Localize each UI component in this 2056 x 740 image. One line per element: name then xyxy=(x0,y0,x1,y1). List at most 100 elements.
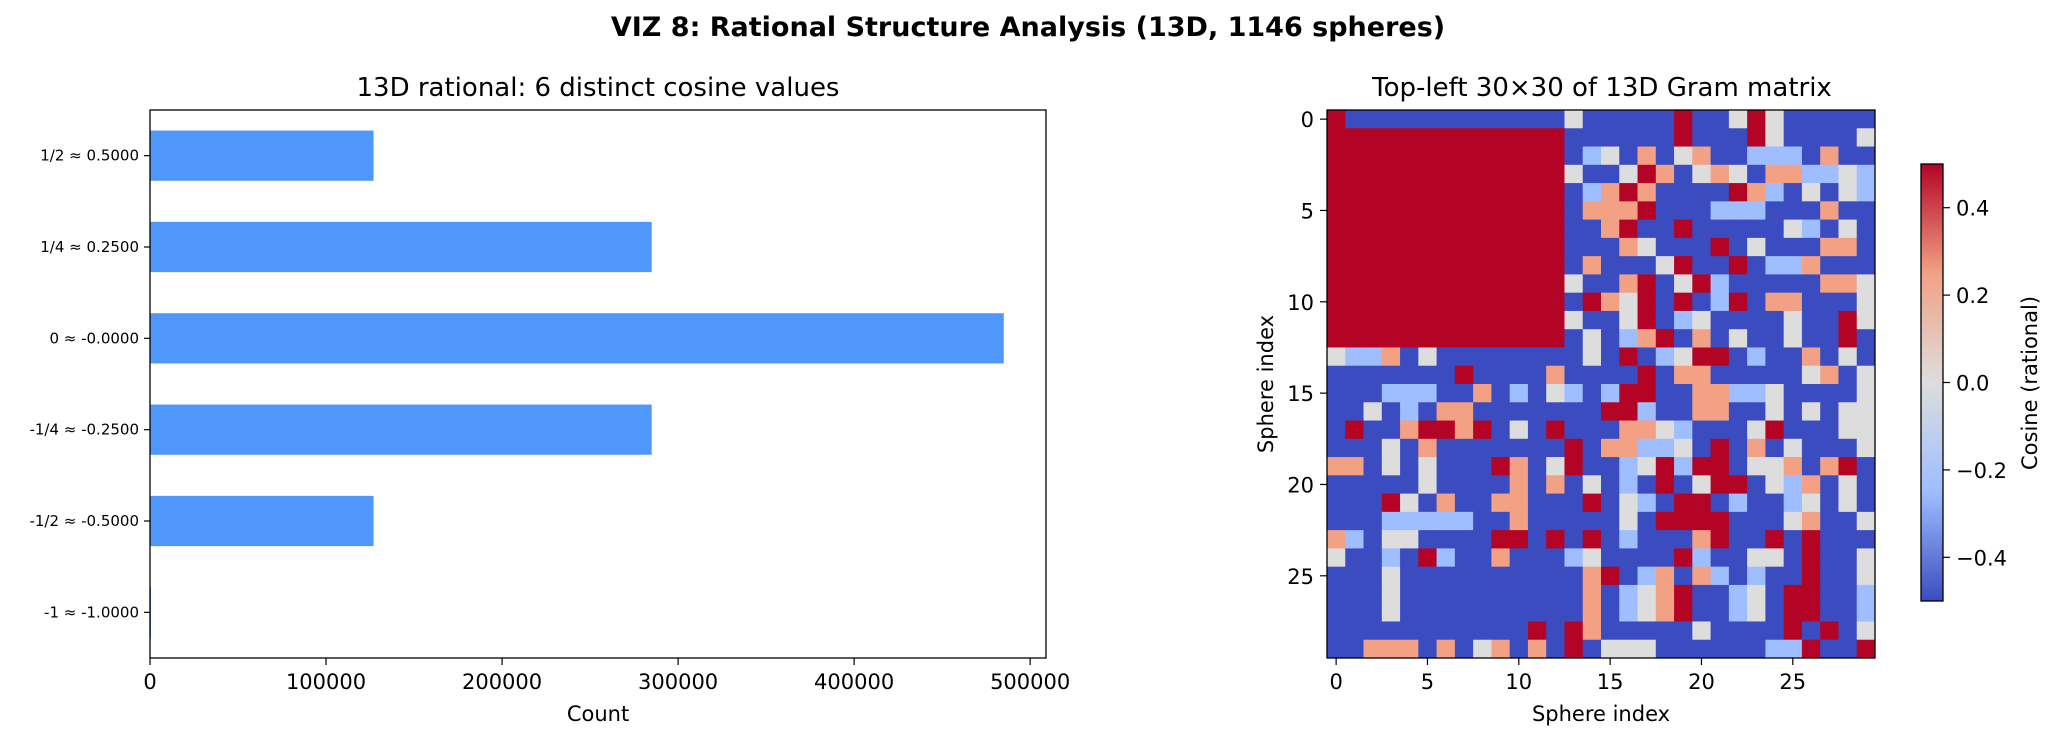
heatmap-cell xyxy=(1783,475,1803,494)
heatmap-cell xyxy=(1400,402,1419,421)
heatmap-cell xyxy=(1801,457,1821,476)
heatmap-cell xyxy=(1820,548,1839,568)
heatmap-cell xyxy=(1601,420,1620,440)
heatmap-cell xyxy=(1381,164,1401,184)
heatmap-cell xyxy=(1564,128,1584,147)
heatmap-cell xyxy=(1454,548,1474,568)
heatmap-cell xyxy=(1546,566,1565,586)
heatmap-cell xyxy=(1747,584,1766,604)
heatmap-cell xyxy=(1418,365,1437,385)
y-tick-label: -1/2 ≈ -0.5000 xyxy=(29,512,139,530)
heatmap-cell xyxy=(1692,511,1711,531)
heatmap-cell xyxy=(1345,584,1364,604)
heatmap-cell xyxy=(1509,457,1529,476)
heatmap-cell xyxy=(1400,438,1419,458)
heatmap-cell xyxy=(1692,201,1711,220)
heatmap-cell xyxy=(1728,237,1748,257)
heatmap-cell xyxy=(1692,493,1711,513)
heatmap-cell xyxy=(1473,347,1492,367)
heatmap-cell xyxy=(1619,201,1638,220)
heatmap-cell xyxy=(1345,292,1364,312)
heatmap-cell xyxy=(1363,310,1383,330)
heatmap-cell xyxy=(1509,256,1529,275)
heatmap-cell xyxy=(1728,347,1748,367)
heatmap-cell xyxy=(1345,183,1364,202)
colorbar-ticks: 0.4 0.2 0.0 −0.2 −0.4 xyxy=(1943,197,2007,570)
heatmap-cell xyxy=(1856,128,1876,147)
heatmap-cell xyxy=(1838,511,1858,531)
heatmap-cell xyxy=(1546,237,1565,257)
heatmap-cell xyxy=(1345,128,1364,147)
x-tick-label: 400000 xyxy=(814,670,894,694)
heatmap-cell xyxy=(1728,128,1748,147)
heatmap-cell xyxy=(1345,457,1364,476)
heatmap-cell xyxy=(1619,292,1638,312)
heatmap-cell xyxy=(1381,292,1401,312)
heatmap-cell xyxy=(1473,511,1492,531)
heatmap-cell xyxy=(1747,384,1766,403)
heatmap-cell xyxy=(1345,530,1364,549)
heatmap-cell xyxy=(1418,310,1437,330)
heatmap-cell xyxy=(1856,566,1876,586)
heatmap-cell xyxy=(1454,603,1474,622)
heatmap-cell xyxy=(1418,548,1437,568)
heatmap-cell xyxy=(1765,310,1785,330)
heatmap-cell xyxy=(1436,274,1456,294)
heatmap-cell xyxy=(1564,164,1584,184)
heatmap-cell xyxy=(1601,183,1620,202)
heatmap-cell xyxy=(1856,183,1876,202)
heatmap-cell xyxy=(1783,384,1803,403)
heatmap-cell xyxy=(1710,566,1730,586)
heatmap-cell xyxy=(1381,128,1401,147)
heatmap-cell xyxy=(1856,621,1876,641)
heatmap-cell xyxy=(1400,237,1419,257)
heatmap-cell xyxy=(1765,639,1785,659)
heatmap-cell xyxy=(1418,402,1437,421)
heatmap-cell xyxy=(1674,493,1693,513)
heatmap-cell xyxy=(1674,146,1693,166)
heatmap-cell xyxy=(1655,292,1675,312)
heatmap-cell xyxy=(1601,457,1620,476)
heatmap-cell xyxy=(1674,292,1693,312)
heatmap-cell xyxy=(1527,365,1547,385)
heatmap-cell xyxy=(1728,292,1748,312)
heatmap-cells xyxy=(1327,110,1876,659)
heatmap-cell xyxy=(1327,384,1346,403)
heatmap-cell xyxy=(1327,310,1346,330)
heatmap-cell xyxy=(1400,110,1419,129)
heatmap-cell xyxy=(1747,475,1766,494)
heatmap-cell xyxy=(1655,256,1675,275)
heatmap-cell xyxy=(1527,420,1547,440)
heatmap-cell xyxy=(1564,219,1584,239)
heatmap-cell xyxy=(1400,329,1419,348)
heatmap-cell xyxy=(1582,511,1602,531)
heatmap-cell xyxy=(1710,183,1730,202)
heatmap-cell xyxy=(1856,402,1876,421)
heatmap-cell xyxy=(1710,420,1730,440)
heatmap-cell xyxy=(1546,201,1565,220)
heatmap-cell xyxy=(1783,493,1803,513)
heatmap-cell xyxy=(1692,621,1711,641)
heatmap-cell xyxy=(1509,183,1529,202)
heatmap-cell xyxy=(1527,237,1547,257)
heatmap-x-ticks: 0 5 10 15 20 25 xyxy=(1329,658,1806,694)
heatmap-cell xyxy=(1710,164,1730,184)
heatmap-cell xyxy=(1783,146,1803,166)
heatmap-cell xyxy=(1546,365,1565,385)
heatmap-cell xyxy=(1327,420,1346,440)
heatmap-cell xyxy=(1491,128,1511,147)
heatmap-cell xyxy=(1765,164,1785,184)
heatmap-cell xyxy=(1436,584,1456,604)
heatmap-cell xyxy=(1473,329,1492,348)
heatmap-cell xyxy=(1728,274,1748,294)
heatmap-cell xyxy=(1509,639,1529,659)
heatmap-cell xyxy=(1765,384,1785,403)
bar-chart-title: 13D rational: 6 distinct cosine values xyxy=(357,73,840,103)
heatmap-cell xyxy=(1674,365,1693,385)
heatmap-cell xyxy=(1765,292,1785,312)
heatmap-cell xyxy=(1491,548,1511,568)
heatmap-cell xyxy=(1692,530,1711,549)
heatmap-cell xyxy=(1619,493,1638,513)
heatmap-cell xyxy=(1345,329,1364,348)
heatmap-cell xyxy=(1783,438,1803,458)
